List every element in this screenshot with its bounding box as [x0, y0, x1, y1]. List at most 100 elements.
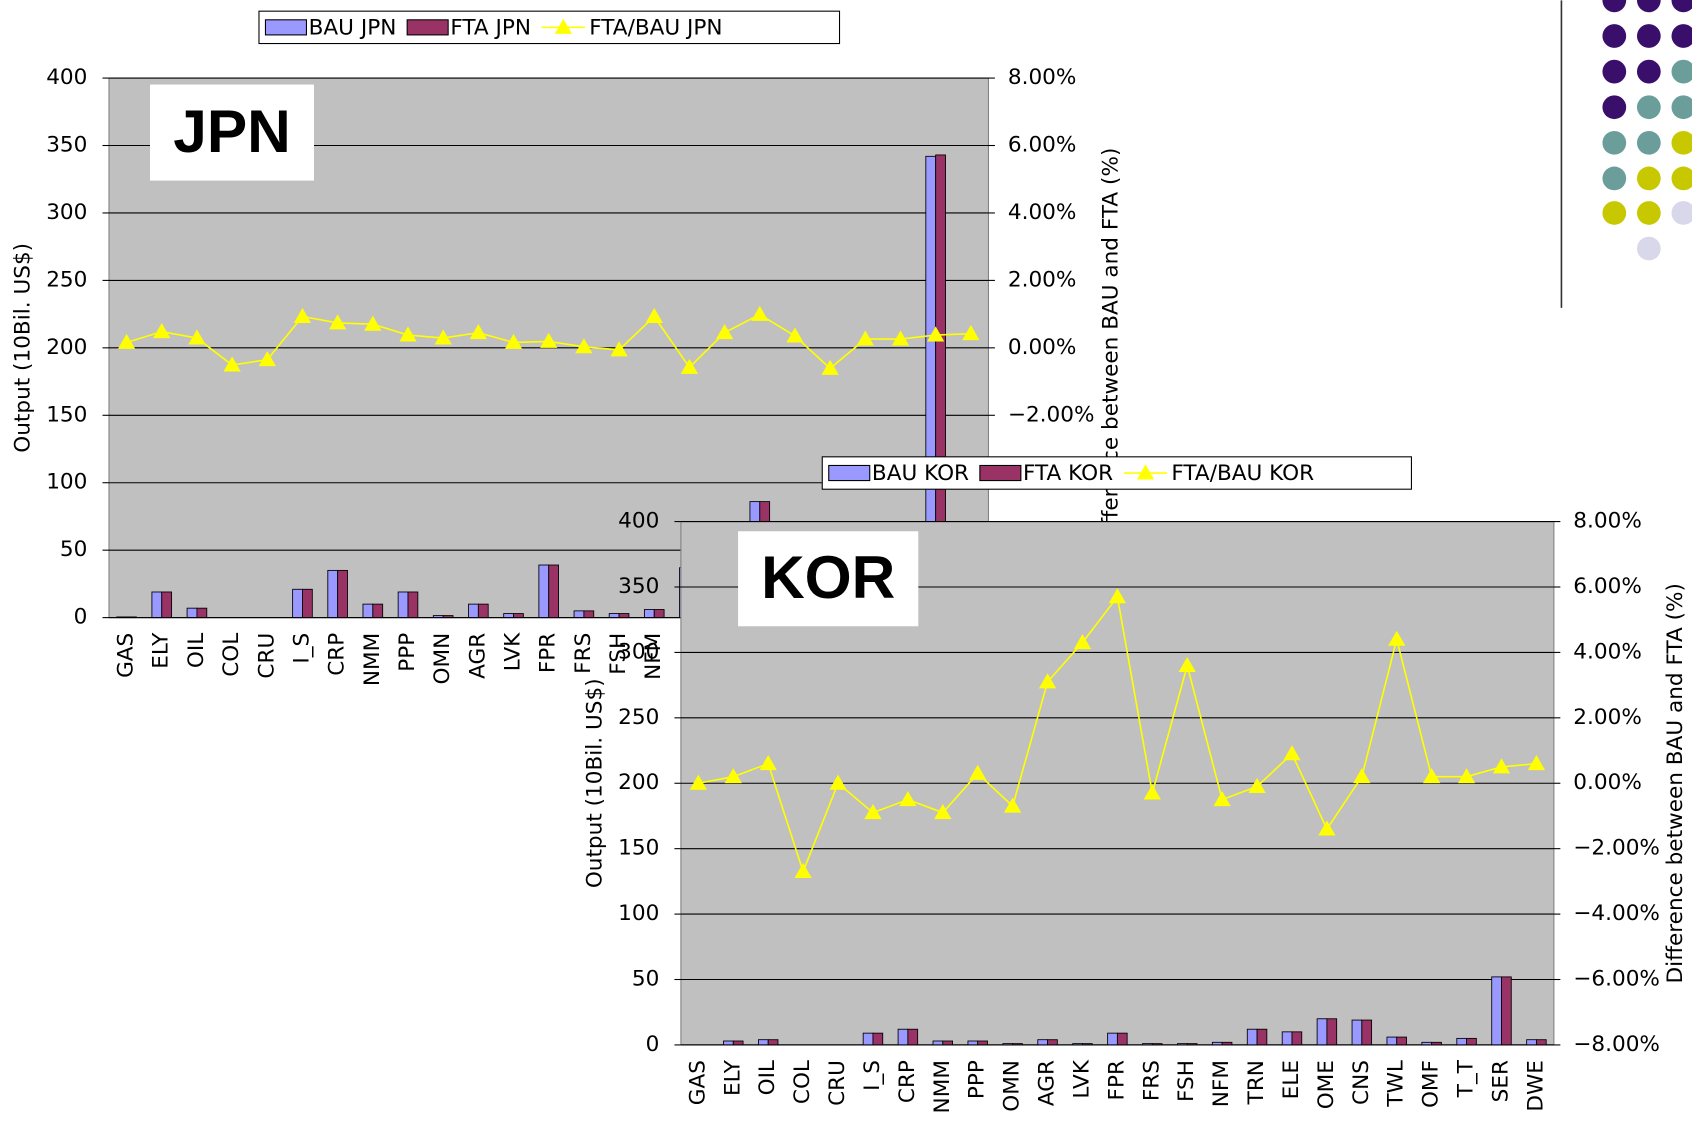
marker: [469, 324, 487, 340]
x-tick-label: OMF: [1419, 1060, 1444, 1108]
marker: [1073, 633, 1092, 650]
marker: [1213, 790, 1231, 807]
annotation: KOR: [761, 543, 895, 611]
y2-tick-label: −2.00%: [1573, 836, 1660, 861]
x-tick-label: PPP: [395, 633, 420, 672]
x-tick-label: CRU: [825, 1060, 850, 1106]
bar: [513, 613, 524, 619]
bar: [1246, 1028, 1258, 1046]
marker: [434, 329, 452, 345]
x-tick-label: OME: [1314, 1060, 1339, 1109]
x-tick-label: LVK: [1069, 1059, 1094, 1098]
marker: [329, 314, 347, 330]
legend-label: FTA/BAU JPN: [589, 15, 722, 40]
bar: [1351, 1019, 1363, 1046]
bar: [1386, 1036, 1398, 1046]
x-tick-label: OIL: [755, 1060, 780, 1095]
bar: [196, 607, 208, 619]
bar: [723, 1040, 734, 1046]
marker: [1248, 777, 1266, 793]
bar: [407, 591, 419, 619]
y-tick-label: 50: [632, 967, 659, 992]
marker: [1283, 745, 1301, 761]
marker: [1492, 758, 1511, 774]
x-tick-label: OMN: [1000, 1060, 1025, 1112]
marker: [759, 754, 777, 771]
decoration: [1560, 0, 1692, 308]
y2-axis-label: Difference between BAU and FTA (%): [1663, 583, 1688, 983]
marker: [821, 359, 839, 375]
bar: [907, 1028, 919, 1046]
marker: [1353, 768, 1371, 784]
marker: [1527, 754, 1546, 771]
x-tick-label: NMM: [930, 1060, 955, 1113]
legend-box: [821, 456, 1412, 490]
x-tick-label: FPR: [536, 633, 561, 673]
marker: [724, 768, 742, 784]
bar: [186, 607, 198, 619]
bar: [583, 610, 595, 619]
marker: [1318, 820, 1336, 836]
bar: [362, 603, 374, 619]
x-tick-label: TRN: [1244, 1060, 1269, 1105]
x-tick-label: NFM: [1209, 1060, 1234, 1107]
marker: [153, 323, 171, 339]
bar: [468, 603, 479, 619]
y-tick-label: 50: [60, 537, 87, 562]
marker: [829, 774, 847, 790]
bar: [967, 1040, 979, 1046]
annotation-box: [738, 531, 919, 627]
bar: [977, 1040, 988, 1046]
x-tick-label: COL: [219, 633, 244, 677]
x-tick-label: ELY: [149, 632, 174, 669]
y-axis-label: Output (10Bil. US$): [583, 678, 608, 888]
legend-swatch: [554, 18, 573, 34]
bar: [1535, 1039, 1547, 1046]
y-tick-label: 100: [618, 901, 659, 926]
y2-tick-label: 0.00%: [1008, 335, 1077, 360]
bar: [732, 1040, 744, 1046]
bar: [1116, 1032, 1128, 1046]
y2-tick-label: −2.00%: [1008, 402, 1095, 427]
y-tick-label: 400: [618, 509, 659, 534]
bar: [1281, 1031, 1293, 1046]
legend-swatch: [406, 19, 449, 36]
bar: [1107, 1032, 1118, 1046]
bar: [477, 603, 489, 619]
marker: [1143, 784, 1161, 800]
marker: [969, 764, 987, 780]
y2-tick-label: 8.00%: [1008, 65, 1077, 90]
bar: [538, 564, 550, 619]
marker: [399, 326, 417, 342]
x-tick-label: OMN: [430, 633, 455, 685]
y2-tick-label: 8.00%: [1573, 509, 1642, 534]
marker: [1003, 797, 1022, 813]
marker: [1178, 656, 1196, 672]
y2-tick-label: −4.00%: [1573, 901, 1660, 926]
x-tick-label: GAS: [114, 633, 139, 678]
marker: [1457, 768, 1476, 784]
legend-label: FTA KOR: [1023, 461, 1113, 486]
marker: [751, 305, 769, 321]
bar: [757, 1039, 769, 1046]
bar: [767, 1039, 779, 1046]
x-tick-label: NFM: [641, 633, 666, 680]
x-tick-label: GAS: [685, 1060, 710, 1105]
y-tick-label: 300: [46, 200, 87, 225]
marker: [794, 862, 812, 879]
bar: [327, 569, 339, 619]
x-tick-label: DWE: [1523, 1060, 1548, 1112]
y-tick-label: 0: [74, 605, 88, 630]
marker: [258, 351, 276, 367]
x-tick-label: COL: [790, 1060, 815, 1104]
bar: [608, 613, 620, 619]
y-tick-label: 150: [46, 402, 87, 427]
x-tick-label: CRP: [325, 633, 350, 676]
bar: [573, 610, 585, 619]
y-axis-label: Output (10Bil. US$): [11, 243, 36, 453]
legend-label: BAU JPN: [309, 15, 397, 40]
marker: [364, 315, 382, 331]
bar: [372, 603, 384, 619]
x-tick-label: FSH: [1174, 1060, 1199, 1102]
marker: [899, 790, 917, 807]
